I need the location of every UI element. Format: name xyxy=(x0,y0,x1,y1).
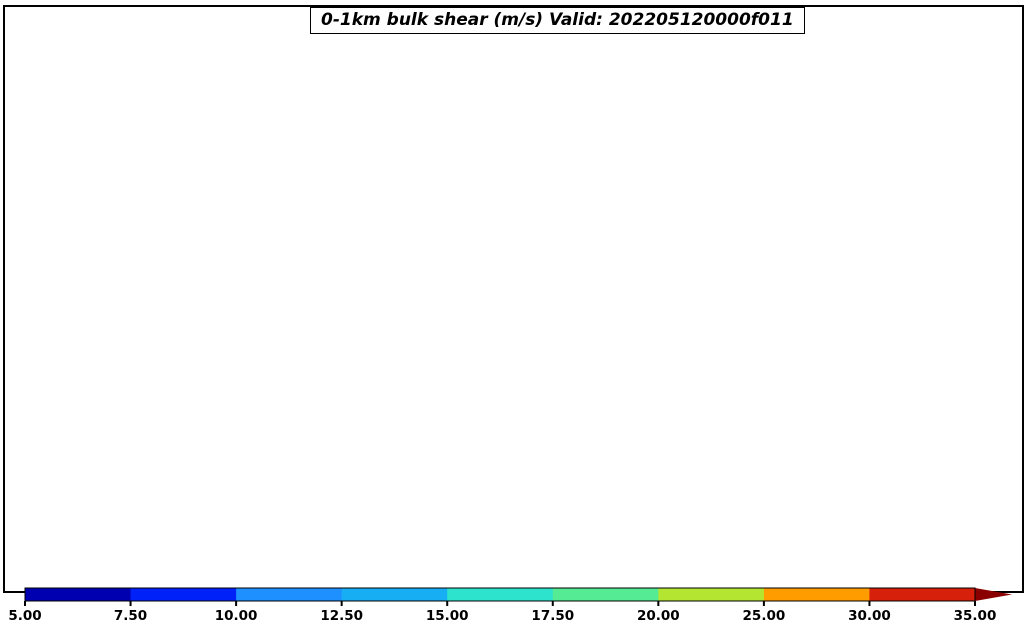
colorbar-segment xyxy=(763,588,870,601)
colorbar-overflow-arrow xyxy=(975,588,1012,601)
colorbar-segment xyxy=(658,588,765,601)
colorbar-segment xyxy=(552,588,659,601)
colorbar-tick-label: 35.00 xyxy=(954,608,997,624)
colorbar: 5.00 7.50 10.00 12.50 15.00 17.50 20.00 25.00 30… xyxy=(8,587,1012,624)
colorbar-tick-label: 30.00 xyxy=(848,608,891,624)
colorbar-tick-label: 25.00 xyxy=(743,608,786,624)
colorbar-tick-label: 10.00 xyxy=(215,608,258,624)
colorbar-segment xyxy=(447,588,554,601)
colorbar-segment xyxy=(869,588,976,601)
colorbar-outline xyxy=(24,587,976,602)
colorbar-segment xyxy=(25,588,132,601)
colorbar-segment xyxy=(341,588,448,601)
colorbar-tick-label: 7.50 xyxy=(114,608,147,624)
colorbar-tick-label: 5.00 xyxy=(8,608,41,624)
colorbar-tick-label: 12.50 xyxy=(320,608,363,624)
colorbar-tick-label: 15.00 xyxy=(426,608,469,624)
colorbar-tick-label: 17.50 xyxy=(531,608,574,624)
colorbar-segment xyxy=(236,588,343,601)
colorbar-tick-label: 20.00 xyxy=(637,608,680,624)
colorbar-segment xyxy=(130,588,237,601)
plot-title: 0-1km bulk shear (m/s) Valid: 2022051200… xyxy=(321,10,794,30)
title-box: 0-1km bulk shear (m/s) Valid: 2022051200… xyxy=(310,7,805,34)
